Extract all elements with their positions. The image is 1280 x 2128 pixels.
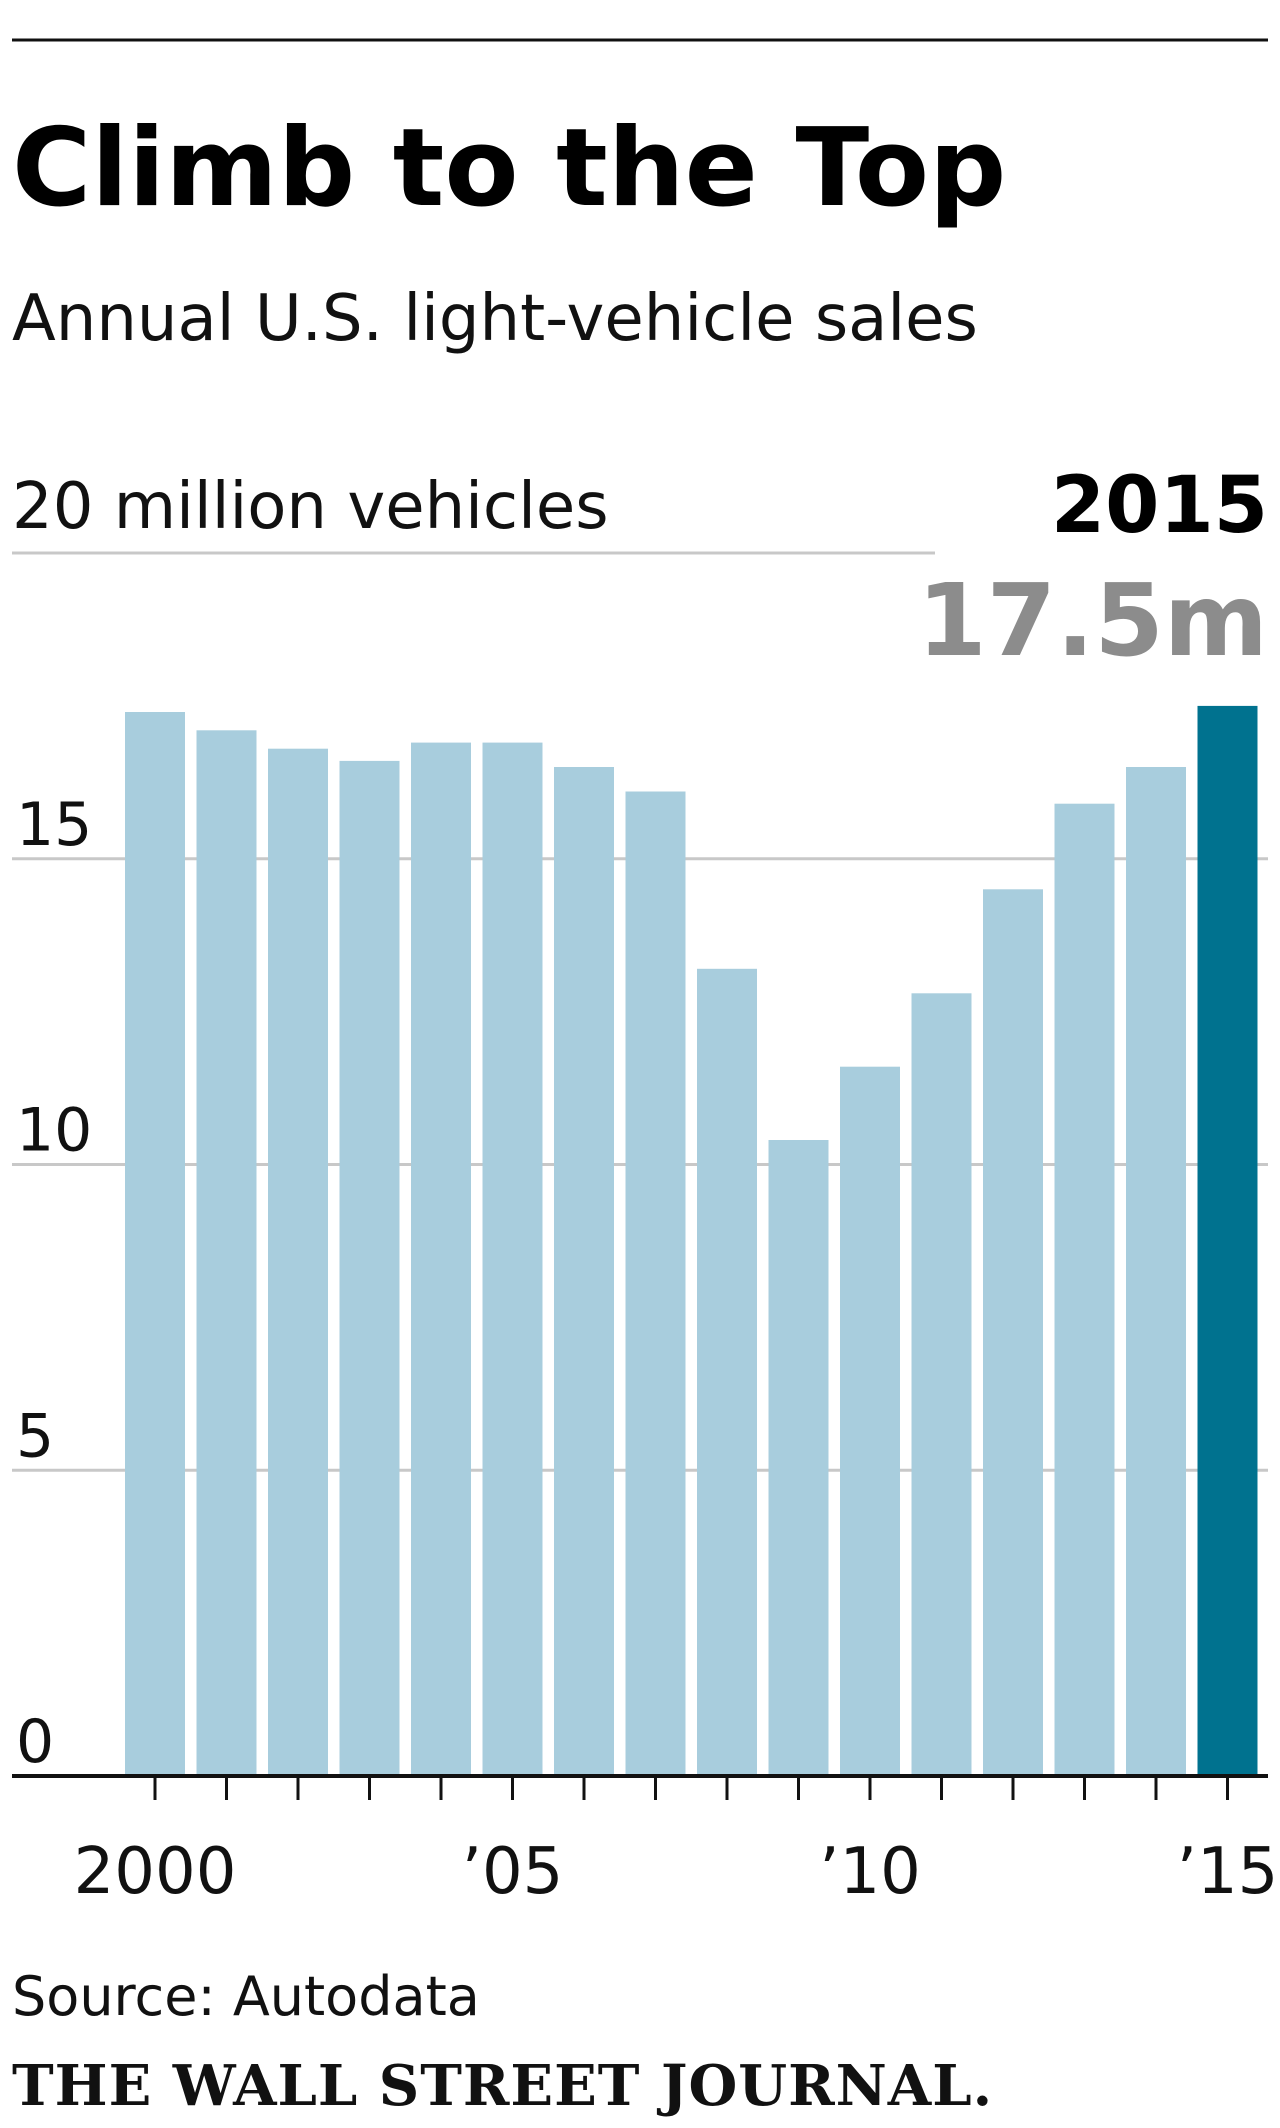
bar-2008 [697, 968, 757, 1776]
highlight-value-label: 17.5m [917, 562, 1268, 679]
bar-2012 [983, 889, 1043, 1776]
bar-2003 [339, 760, 400, 1776]
bar-2001 [196, 730, 257, 1776]
x-tick-label-2005: ’05 [462, 1835, 564, 1909]
bar-2000 [125, 712, 185, 1776]
y-tick-label-5: 5 [16, 1401, 54, 1471]
bar-2009 [768, 1140, 829, 1776]
highlight-year-label: 2015 [1051, 461, 1268, 551]
bar-2015 [1197, 705, 1258, 1776]
bar-2006 [554, 767, 614, 1776]
bar-2014 [1126, 767, 1186, 1776]
y-tick-label-15: 15 [16, 790, 92, 860]
bar-2007 [625, 791, 686, 1776]
x-tick-label-2000: 2000 [74, 1835, 237, 1909]
x-tick-label-2015: ’15 [1177, 1835, 1279, 1909]
chart-subtitle: Annual U.S. light-vehicle sales [12, 282, 978, 356]
publisher-logo: THE WALL STREET JOURNAL. [12, 2053, 993, 2119]
bar-2011 [911, 993, 972, 1776]
y-unit-label: 20 million vehicles [12, 470, 609, 544]
bar-2013 [1054, 803, 1115, 1776]
y-tick-label-0: 0 [16, 1707, 54, 1777]
bar-2004 [411, 742, 471, 1776]
source-note: Source: Autodata [12, 1965, 480, 2028]
bar-2002 [268, 748, 328, 1777]
bar-2005 [482, 742, 543, 1776]
chart-title: Climb to the Top [12, 106, 1006, 231]
x-tick-label-2010: ’10 [819, 1835, 921, 1909]
bar-2010 [840, 1066, 900, 1776]
y-tick-label-10: 10 [16, 1096, 92, 1166]
